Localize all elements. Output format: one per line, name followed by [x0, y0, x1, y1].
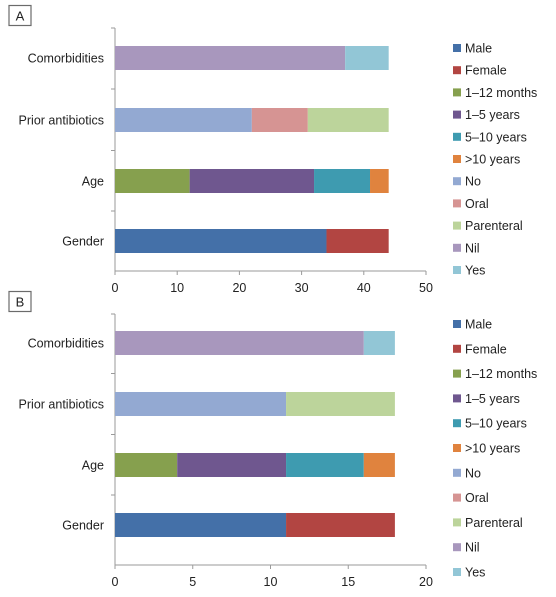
bar-segment — [286, 453, 364, 477]
legend-label: Male — [465, 318, 492, 332]
legend-label: Oral — [465, 491, 489, 505]
category-label: Age — [82, 459, 104, 473]
legend-swatch — [453, 369, 461, 378]
legend-label: 1–12 months — [465, 367, 537, 381]
legend-label: Yes — [465, 566, 485, 580]
x-tick-label: 10 — [264, 575, 278, 589]
bar-segment — [115, 513, 287, 537]
bar-segment — [115, 392, 287, 416]
legend-label: Male — [465, 42, 492, 56]
legend-label: Nil — [465, 241, 480, 255]
x-tick-label: 0 — [112, 281, 119, 295]
category-label: Comorbidities — [28, 52, 104, 66]
legend-label: >10 years — [465, 442, 520, 456]
chart-panel-b: B 0 5 10 15 20 Gender Age Prior antibiotics Comor… — [8, 290, 537, 589]
bar-segment — [345, 46, 389, 70]
panel-label-box — [8, 290, 32, 313]
legend-label: 5–10 years — [465, 130, 527, 144]
bar-segment — [115, 453, 178, 477]
bar-segment — [363, 331, 395, 355]
legend-label: Nil — [465, 541, 480, 555]
bar-segment — [326, 229, 389, 253]
legend-label: Parenteral — [465, 516, 523, 530]
x-tick-label: 20 — [232, 281, 246, 295]
legend-label: >10 years — [465, 153, 520, 167]
bar-segment — [286, 513, 395, 537]
chart-panel-a: A 0 10 20 30 40 50 Gender Age Prior antibiotics Co… — [8, 4, 537, 295]
legend-swatch — [453, 419, 461, 428]
legend-swatch — [453, 468, 461, 477]
legend-swatch — [453, 221, 461, 230]
legend-label: Parenteral — [465, 219, 523, 233]
legend-swatch — [453, 518, 461, 527]
x-tick-label: 5 — [189, 575, 196, 589]
legend-swatch — [453, 568, 461, 576]
legend-label: 1–5 years — [465, 392, 520, 406]
legend-swatch — [453, 88, 461, 97]
x-tick-label: 15 — [341, 575, 355, 589]
bar-segment — [115, 169, 190, 193]
legend-swatch — [453, 110, 461, 119]
legend-swatch — [453, 132, 461, 141]
panel-label-box — [8, 4, 32, 27]
panel-label: A — [16, 9, 25, 24]
legend-swatch — [453, 394, 461, 403]
x-tick-label: 30 — [295, 281, 309, 295]
legend-swatch — [453, 66, 461, 75]
legend-label: Oral — [465, 197, 489, 211]
legend-label: Female — [465, 342, 507, 356]
category-label: Prior antibiotics — [19, 114, 104, 128]
legend-swatch — [453, 266, 461, 274]
bar-segment — [314, 169, 371, 193]
x-tick-label: 10 — [170, 281, 184, 295]
x-tick-label: 50 — [419, 281, 433, 295]
legend-label: No — [465, 466, 481, 480]
legend-swatch — [453, 344, 461, 353]
bar-segment — [189, 169, 315, 193]
bar-segment — [363, 453, 395, 477]
legend-swatch — [453, 177, 461, 186]
legend-swatch — [453, 44, 461, 52]
legend-swatch — [453, 543, 461, 552]
bar-segment — [115, 331, 364, 355]
category-label: Age — [82, 175, 104, 189]
legend-label: Yes — [465, 264, 485, 278]
bar-segment — [115, 229, 327, 253]
legend-label: 1–12 months — [465, 86, 537, 100]
panel-label: B — [16, 295, 25, 310]
bar-segment — [115, 46, 346, 70]
legend-swatch — [453, 444, 461, 452]
x-tick-label: 20 — [419, 575, 433, 589]
x-tick-label: 40 — [357, 281, 371, 295]
bar-segment — [286, 392, 395, 416]
legend-label: 5–10 years — [465, 417, 527, 431]
legend-label: No — [465, 175, 481, 189]
bar-segment — [307, 108, 389, 132]
bar-segment — [251, 108, 308, 132]
category-label: Comorbidities — [28, 337, 104, 351]
legend-swatch — [453, 243, 461, 252]
legend-swatch — [453, 493, 461, 502]
x-tick-label: 0 — [112, 575, 119, 589]
legend-swatch — [453, 320, 461, 328]
bar-segment — [115, 108, 252, 132]
category-label: Prior antibiotics — [19, 398, 104, 412]
category-label: Gender — [62, 519, 104, 533]
bar-segment — [177, 453, 287, 477]
legend-swatch — [453, 199, 461, 208]
category-label: Gender — [62, 235, 104, 249]
legend-label: 1–5 years — [465, 108, 520, 122]
legend-swatch — [453, 155, 461, 163]
legend-label: Female — [465, 64, 507, 78]
bar-segment — [370, 169, 389, 193]
